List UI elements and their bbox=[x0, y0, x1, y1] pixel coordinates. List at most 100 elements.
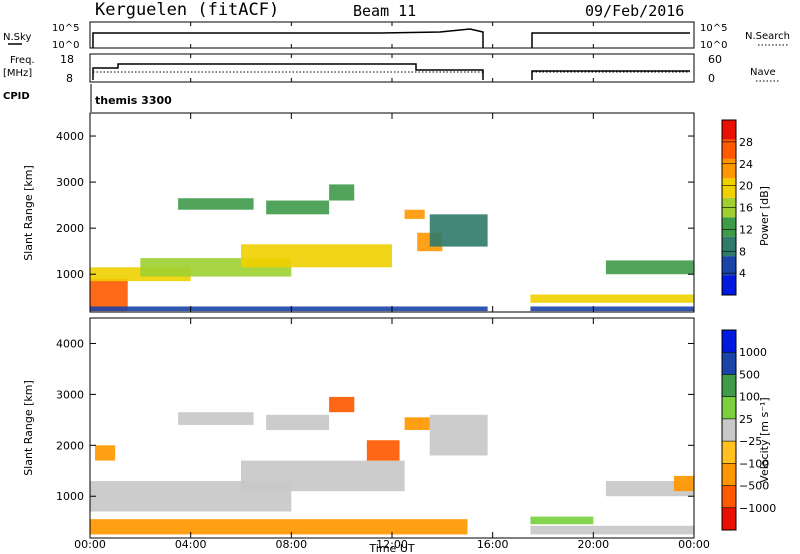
colorbar-label-1: 8 bbox=[739, 245, 746, 258]
velocity-y-axis: 1000 2000 3000 4000 bbox=[56, 337, 694, 503]
power-band-7 bbox=[404, 209, 425, 219]
y-tick-label-1: 2000 bbox=[56, 439, 84, 452]
power-panel-frame bbox=[89, 112, 695, 313]
velocity-band-3 bbox=[266, 414, 330, 431]
noise-tick-top-right: 10^5 bbox=[700, 23, 727, 34]
colorbar-label-0: 1000 bbox=[739, 346, 767, 359]
velocity-band-4 bbox=[429, 414, 488, 456]
colorbar-segment-0 bbox=[722, 275, 736, 295]
colorbar-segment-7 bbox=[722, 352, 736, 375]
velocity-band-6 bbox=[366, 440, 400, 461]
colorbar-label-2: 100 bbox=[739, 391, 760, 404]
velocity-band-12 bbox=[605, 480, 694, 497]
power-band-9 bbox=[429, 214, 488, 247]
colorbar-segment-0 bbox=[722, 507, 736, 530]
y-tick-label-0: 1000 bbox=[56, 268, 84, 281]
colorbar-segment-5 bbox=[722, 178, 736, 198]
power-band-11 bbox=[530, 294, 694, 303]
noise-sky-line bbox=[92, 28, 690, 48]
nave-tick-top: 60 bbox=[708, 53, 722, 66]
colorbar-segment-2 bbox=[722, 463, 736, 486]
velocity-band-10 bbox=[530, 516, 594, 525]
colorbar-label-7: −1000 bbox=[739, 502, 776, 515]
x-tick-label-6: 00:00 bbox=[678, 538, 710, 551]
y-tick-label-1: 2000 bbox=[56, 222, 84, 235]
velocity-band-5 bbox=[329, 396, 355, 413]
noise-tick-bottom-right: 10^0 bbox=[700, 40, 727, 51]
nave-tick-bottom: 0 bbox=[708, 72, 715, 85]
velocity-band-8 bbox=[95, 445, 116, 461]
colorbar-segment-6 bbox=[722, 374, 736, 397]
date-title: 09/Feb/2016 bbox=[585, 2, 684, 20]
colorbar-segment-1 bbox=[722, 485, 736, 508]
x-tick-label-1: 04:00 bbox=[175, 538, 207, 551]
power-band-0 bbox=[90, 278, 128, 312]
colorbar-segment-8 bbox=[722, 120, 736, 140]
power-colorbar-label: Power [dB] bbox=[758, 186, 771, 246]
cpid-label: CPID bbox=[3, 91, 30, 102]
y-tick-label-3: 4000 bbox=[56, 130, 84, 143]
x-tick-label-4: 16:00 bbox=[477, 538, 509, 551]
freq-tick-top: 18 bbox=[60, 53, 74, 66]
colorbar-segment-1 bbox=[722, 256, 736, 276]
beam-title: Beam 11 bbox=[353, 2, 416, 20]
power-band-10 bbox=[90, 306, 488, 312]
cpid-program: themis 3300 bbox=[95, 94, 172, 107]
colorbar-segment-7 bbox=[722, 139, 736, 159]
power-band-12 bbox=[530, 306, 694, 312]
power-band-6 bbox=[329, 184, 355, 201]
power-colorbar: 4 8 12 16 20 24 28 bbox=[721, 119, 753, 296]
colorbar-segment-6 bbox=[722, 158, 736, 179]
power-y-axis: 1000 2000 3000 4000 bbox=[56, 130, 694, 281]
colorbar-segment-3 bbox=[722, 441, 736, 464]
y-tick-label-3: 4000 bbox=[56, 337, 84, 350]
velocity-heatmap bbox=[90, 396, 694, 535]
nave-label: Nave bbox=[750, 67, 776, 78]
colorbar-label-5: −100 bbox=[739, 457, 769, 470]
velocity-band-7 bbox=[404, 417, 430, 431]
colorbar-label-3: 16 bbox=[739, 202, 753, 215]
colorbar-segment-8 bbox=[722, 330, 736, 353]
colorbar-label-4: 20 bbox=[739, 180, 753, 193]
freq-label-2: [MHz] bbox=[3, 68, 32, 79]
freq-line bbox=[92, 63, 690, 80]
velocity-band-13 bbox=[673, 475, 694, 492]
noise-right-label: N.Search bbox=[745, 31, 790, 42]
station-title: Kerguelen (fitACF) bbox=[95, 0, 279, 20]
noise-tick-bottom: 10^0 bbox=[52, 40, 79, 51]
velocity-band-1 bbox=[241, 460, 405, 492]
colorbar-label-6: −500 bbox=[739, 480, 769, 493]
velocity-colorbar-label: Velocity [m s⁻¹] bbox=[758, 397, 771, 482]
velocity-band-2 bbox=[178, 412, 254, 425]
velocity-band-11 bbox=[530, 525, 694, 535]
freq-panel-frame bbox=[89, 53, 695, 83]
velocity-colorbar: 1000 500 100 25 −25 −100 −500 −1000 bbox=[721, 329, 776, 531]
colorbar-label-2: 12 bbox=[739, 223, 753, 236]
noise-left-label: N.Sky bbox=[3, 32, 31, 43]
x-tick-label-5: 20:00 bbox=[577, 538, 609, 551]
colorbar-segment-5 bbox=[722, 396, 736, 419]
colorbar-label-1: 500 bbox=[739, 368, 760, 381]
x-tick-label-0: 00:00 bbox=[74, 538, 106, 551]
colorbar-label-5: 24 bbox=[739, 158, 753, 171]
freq-tick-bottom: 8 bbox=[66, 72, 73, 85]
time-x-axis: 00:00 04:00 08:00 12:00 16:00 20:00 00:00 bbox=[74, 22, 710, 551]
y-tick-label-2: 3000 bbox=[56, 176, 84, 189]
x-tick-label-3: 12:00 bbox=[376, 538, 408, 551]
power-band-4 bbox=[178, 198, 254, 210]
y-tick-label-0: 1000 bbox=[56, 490, 84, 503]
velocity-band-9 bbox=[90, 519, 468, 535]
colorbar-frame bbox=[721, 329, 737, 531]
colorbar-label-4: −25 bbox=[739, 435, 762, 448]
colorbar-label-6: 28 bbox=[739, 136, 753, 149]
colorbar-segment-3 bbox=[722, 217, 736, 237]
power-band-13 bbox=[605, 260, 694, 275]
noise-tick-top: 10^5 bbox=[52, 23, 79, 34]
power-y-label: Slant Range [km] bbox=[22, 165, 35, 261]
colorbar-label-0: 4 bbox=[739, 267, 746, 280]
power-band-3 bbox=[241, 244, 392, 268]
velocity-y-label: Slant Range [km] bbox=[22, 380, 35, 476]
x-tick-label-2: 08:00 bbox=[275, 538, 307, 551]
power-heatmap bbox=[90, 184, 694, 312]
